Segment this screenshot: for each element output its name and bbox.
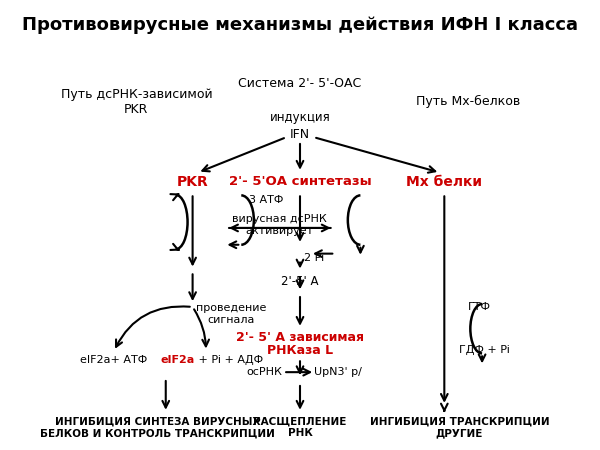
Text: ИНГИБИЦИЯ ТРАНСКРИПЦИИ: ИНГИБИЦИЯ ТРАНСКРИПЦИИ <box>370 417 549 427</box>
Text: 2'- 5' А зависимая: 2'- 5' А зависимая <box>236 331 364 344</box>
Text: вирусная дсРНК: вирусная дсРНК <box>232 214 327 224</box>
Text: IFN: IFN <box>290 128 310 141</box>
Text: 2'- 5'ОА синтетазы: 2'- 5'ОА синтетазы <box>229 175 371 188</box>
Text: + Pi + АДФ: + Pi + АДФ <box>195 356 263 365</box>
Text: РНКаза L: РНКаза L <box>267 344 333 357</box>
Text: eIF2a: eIF2a <box>161 356 195 365</box>
Text: 3 АТФ: 3 АТФ <box>249 195 284 205</box>
Text: ИНГИБИЦИЯ СИНТЕЗА ВИРУСНЫХ: ИНГИБИЦИЯ СИНТЕЗА ВИРУСНЫХ <box>55 417 260 427</box>
Text: РНК: РНК <box>287 428 313 438</box>
Text: 2'-5' А: 2'-5' А <box>281 275 319 288</box>
Text: Мх белки: Мх белки <box>406 175 482 189</box>
Text: осРНК: осРНК <box>247 367 283 377</box>
Text: ГТФ: ГТФ <box>468 302 491 312</box>
Text: 2 Pi: 2 Pi <box>304 252 325 263</box>
Text: Система 2'- 5'-ОАС: Система 2'- 5'-ОАС <box>238 77 362 90</box>
Text: PKR: PKR <box>177 175 208 189</box>
Text: UpN3' р/: UpN3' р/ <box>314 367 362 377</box>
Text: ГДФ + Pi: ГДФ + Pi <box>460 346 510 356</box>
Text: Противовирусные механизмы действия ИФН I класса: Противовирусные механизмы действия ИФН I… <box>22 15 578 33</box>
Text: активирует: активирует <box>246 226 314 236</box>
Text: БЕЛКОВ И КОНТРОЛЬ ТРАНСКРИПЦИИ: БЕЛКОВ И КОНТРОЛЬ ТРАНСКРИПЦИИ <box>40 428 275 438</box>
Text: индукция: индукция <box>269 111 331 124</box>
Text: РАСЩЕПЛЕНИЕ: РАСЩЕПЛЕНИЕ <box>253 417 347 427</box>
Text: Путь дсРНК-зависимой
PKR: Путь дсРНК-зависимой PKR <box>61 88 212 116</box>
Text: ДРУГИЕ: ДРУГИЕ <box>436 428 483 438</box>
Text: проведение
сигнала: проведение сигнала <box>196 303 266 325</box>
Text: Путь Мх-белков: Путь Мх-белков <box>416 95 520 108</box>
Text: eIF2a+ АТФ: eIF2a+ АТФ <box>80 356 148 365</box>
